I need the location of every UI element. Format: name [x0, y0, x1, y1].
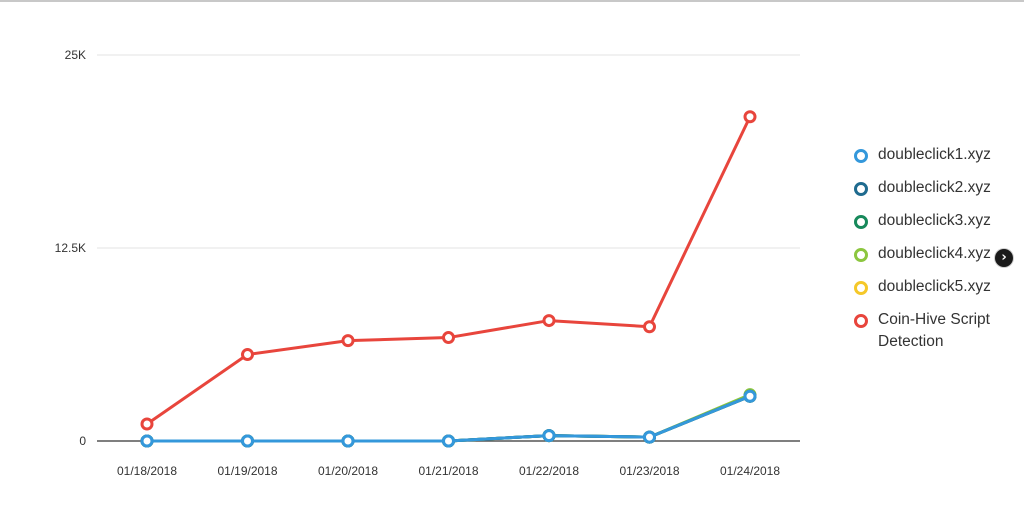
- legend-item-doubleclick5[interactable]: doubleclick5.xyz: [852, 276, 1002, 298]
- data-point[interactable]: [241, 434, 254, 448]
- legend-label: doubleclick3.xyz: [878, 212, 991, 229]
- top-border: [0, 0, 1024, 2]
- x-tick-label: 01/19/2018: [217, 464, 277, 478]
- x-tick-label: 01/20/2018: [318, 464, 378, 478]
- data-point[interactable]: [241, 348, 254, 362]
- y-tick-label: 0: [79, 434, 86, 448]
- legend-marker-icon: [854, 248, 868, 262]
- legend-item-doubleclick3[interactable]: doubleclick3.xyz: [852, 210, 1002, 232]
- y-tick-label: 12.5K: [55, 241, 86, 255]
- legend-label: doubleclick5.xyz: [878, 278, 991, 295]
- legend-label: doubleclick2.xyz: [878, 179, 991, 196]
- x-tick-label: 01/18/2018: [117, 464, 177, 478]
- data-point[interactable]: [140, 417, 154, 431]
- data-point[interactable]: [140, 434, 154, 448]
- legend-marker-icon: [854, 215, 868, 229]
- legend-marker-icon: [854, 182, 868, 196]
- data-point[interactable]: [542, 429, 556, 443]
- legend-item-doubleclick2[interactable]: doubleclick2.xyz: [852, 177, 1002, 199]
- legend-label: doubleclick4.xyz: [878, 245, 991, 262]
- y-axis-ticks: 0 12.5K 25K: [55, 48, 87, 448]
- series-6: [140, 110, 757, 431]
- data-point[interactable]: [442, 331, 455, 345]
- x-axis-ticks: 01/18/2018 01/19/2018 01/20/2018 01/21/2018…: [117, 464, 780, 478]
- data-point[interactable]: [643, 430, 656, 444]
- chevron-right-icon[interactable]: ›: [995, 249, 1013, 267]
- legend-item-doubleclick4[interactable]: doubleclick4.xyz: [852, 243, 1002, 265]
- grid-lines: [97, 54, 800, 442]
- data-point[interactable]: [341, 434, 355, 448]
- y-tick-label: 25K: [65, 48, 86, 62]
- series-line: [147, 394, 751, 443]
- data-point[interactable]: [743, 110, 757, 124]
- legend-marker-icon: [854, 149, 868, 163]
- x-tick-label: 01/22/2018: [519, 464, 579, 478]
- x-tick-label: 01/23/2018: [619, 464, 679, 478]
- legend-marker-icon: [854, 314, 868, 328]
- series-lines: [140, 110, 757, 448]
- data-point[interactable]: [643, 320, 656, 334]
- x-tick-label: 01/21/2018: [418, 464, 478, 478]
- data-point[interactable]: [743, 389, 757, 403]
- data-point[interactable]: [341, 334, 355, 348]
- legend-item-doubleclick1[interactable]: doubleclick1.xyz: [852, 144, 1002, 166]
- data-point[interactable]: [542, 314, 556, 328]
- x-tick-label: 01/24/2018: [720, 464, 780, 478]
- legend: doubleclick1.xyz doubleclick2.xyz double…: [852, 144, 1002, 364]
- legend-label: doubleclick1.xyz: [878, 146, 991, 163]
- series-1: [140, 389, 757, 448]
- legend-label: Coin-Hive Script Detection: [878, 311, 990, 350]
- legend-item-coin-hive[interactable]: Coin-Hive Script Detection: [852, 309, 1002, 353]
- data-point[interactable]: [442, 434, 455, 448]
- series-line: [146, 116, 752, 426]
- legend-marker-icon: [854, 281, 868, 295]
